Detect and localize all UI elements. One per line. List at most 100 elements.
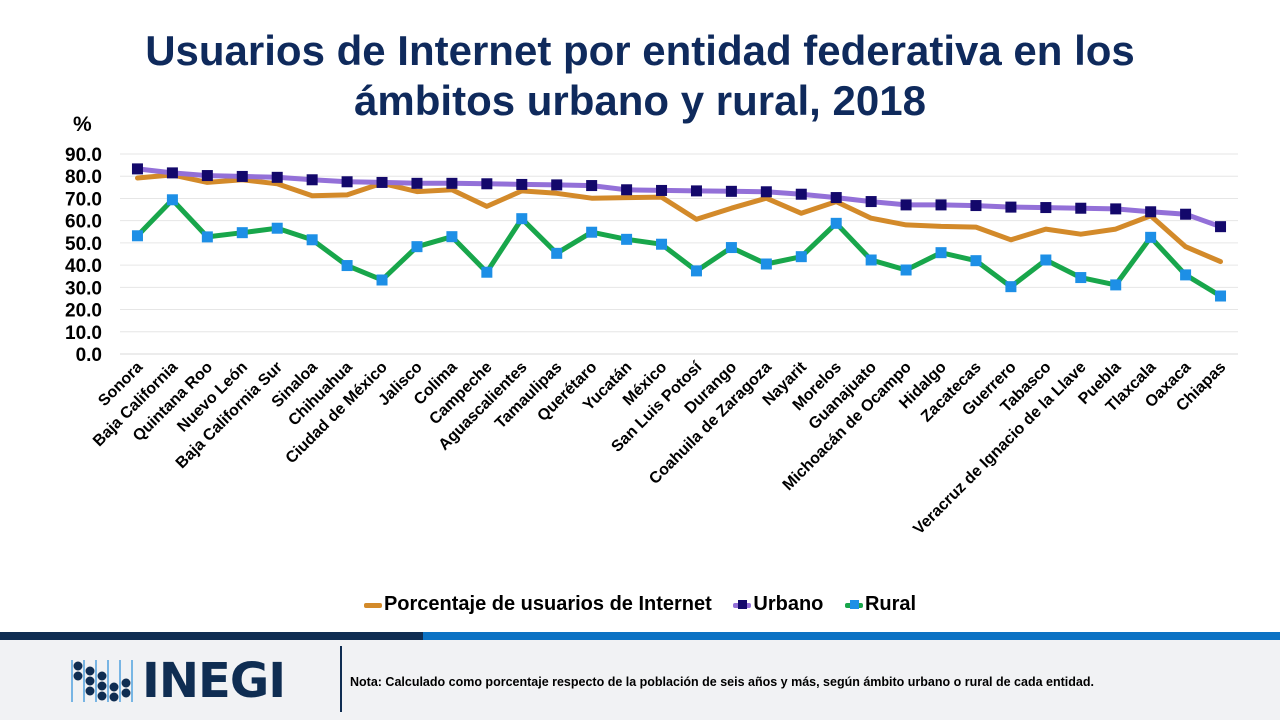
data-point-urbano [795, 188, 807, 200]
y-tick-label: 70.0 [65, 189, 102, 210]
chart-title-line-2: ámbitos urbano y rural, 2018 [354, 77, 926, 124]
data-point-rural [446, 231, 458, 243]
data-point-urbano [760, 186, 772, 198]
data-point-rural [1110, 279, 1122, 291]
y-tick-label: 10.0 [65, 323, 102, 344]
data-point-rural [411, 241, 423, 253]
legend-item-rural: Rural [844, 593, 917, 616]
footer-band-light [423, 632, 1280, 640]
data-point-urbano [621, 184, 633, 196]
data-point-urbano [1040, 202, 1052, 214]
y-tick-label: 30.0 [65, 278, 102, 299]
data-point-rural [166, 194, 178, 206]
data-point-rural [830, 217, 842, 229]
data-point-rural [1075, 272, 1087, 284]
data-point-rural [1005, 281, 1017, 293]
data-point-rural [1215, 290, 1227, 302]
data-point-rural [201, 231, 213, 243]
data-point-rural [306, 234, 318, 246]
footer-divider [340, 646, 342, 712]
data-point-urbano [935, 199, 947, 211]
chart-title: Usuarios de Internet por entidad federat… [0, 26, 1280, 126]
data-point-urbano [656, 184, 668, 196]
data-point-rural [481, 266, 493, 278]
data-point-rural [551, 247, 563, 259]
legend-item-total: Porcentaje de usuarios de Internet [363, 593, 712, 616]
data-point-rural [725, 242, 737, 254]
series-line-total [135, 172, 1223, 265]
data-point-rural [621, 233, 633, 245]
data-point-rural [341, 260, 353, 272]
data-point-rural [900, 264, 912, 276]
legend-swatch-rural [844, 598, 863, 612]
chart-legend: Porcentaje de usuarios de Internet Urban… [0, 593, 1280, 618]
data-point-rural [236, 227, 248, 239]
data-point-urbano [236, 170, 248, 182]
y-axis-unit-label: % [73, 113, 92, 136]
data-point-rural [865, 254, 877, 266]
data-point-rural [131, 230, 143, 242]
y-tick-label: 40.0 [65, 256, 102, 277]
series-line-rural [135, 197, 1223, 299]
data-point-urbano [166, 167, 178, 179]
data-point-rural [760, 258, 772, 270]
data-point-urbano [586, 180, 598, 192]
data-point-urbano [900, 199, 912, 211]
data-point-rural [656, 238, 668, 250]
data-point-urbano [446, 177, 458, 189]
data-point-rural [1180, 269, 1192, 281]
chart-title-line-1: Usuarios de Internet por entidad federat… [145, 27, 1135, 74]
data-point-rural [1145, 231, 1157, 243]
data-point-urbano [551, 179, 563, 191]
data-point-urbano [271, 171, 283, 183]
series-line-urbano [135, 166, 1223, 230]
legend-label-total: Porcentaje de usuarios de Internet [383, 593, 712, 615]
y-axis-ticks: 0.010.020.030.040.050.060.070.080.090.0 [65, 145, 102, 366]
data-point-rural [690, 265, 702, 277]
y-tick-label: 20.0 [65, 301, 102, 322]
y-tick-label: 80.0 [65, 167, 102, 188]
legend-swatch-total [363, 598, 382, 612]
inegi-logo-text: INEGI [142, 653, 286, 709]
data-point-urbano [865, 196, 877, 208]
data-point-rural [1040, 254, 1052, 266]
data-point-rural [970, 255, 982, 267]
data-point-rural [795, 251, 807, 263]
inegi-logo: INEGI [70, 653, 286, 709]
data-point-urbano [376, 176, 388, 188]
data-point-urbano [970, 200, 982, 212]
legend-swatch-urbano [733, 598, 752, 612]
data-point-urbano [1145, 206, 1157, 218]
data-point-urbano [481, 178, 493, 190]
legend-label-rural: Rural [864, 593, 917, 615]
data-point-rural [586, 226, 598, 238]
data-point-rural [935, 247, 947, 259]
data-point-urbano [201, 170, 213, 182]
footer-band-dark [0, 632, 423, 640]
y-tick-label: 60.0 [65, 212, 102, 233]
footer-note: Nota: Calculado como porcentaje respecto… [350, 675, 1094, 689]
data-point-rural [271, 222, 283, 234]
data-point-urbano [725, 185, 737, 197]
data-point-urbano [341, 176, 353, 188]
y-tick-label: 0.0 [76, 345, 102, 366]
series-group [131, 163, 1227, 302]
data-point-urbano [1005, 201, 1017, 213]
data-point-urbano [411, 177, 423, 189]
footer: INEGI Nota: Calculado como porcentaje re… [0, 640, 1280, 720]
data-point-rural [376, 274, 388, 286]
y-tick-label: 90.0 [65, 145, 102, 166]
inegi-logo-icon [71, 660, 133, 702]
data-point-rural [516, 213, 528, 225]
data-point-urbano [1075, 202, 1087, 214]
data-point-urbano [1180, 208, 1192, 220]
data-point-urbano [1110, 203, 1122, 215]
gridlines [120, 153, 1238, 355]
data-point-urbano [690, 185, 702, 197]
legend-item-urbano: Urbano [733, 593, 823, 616]
line-chart: 0.010.020.030.040.050.060.070.080.090.0 … [65, 145, 1238, 538]
data-point-urbano [830, 192, 842, 204]
data-point-urbano [131, 163, 143, 175]
data-point-urbano [306, 174, 318, 186]
